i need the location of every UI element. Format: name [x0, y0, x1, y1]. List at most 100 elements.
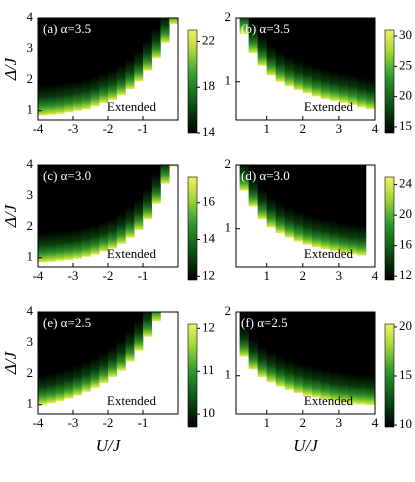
heatmap-column [284, 312, 295, 390]
x-tick-label: -1 [138, 268, 149, 283]
heatmap-cells [38, 18, 178, 116]
heatmap-column [169, 18, 178, 25]
heatmap-column [108, 165, 118, 249]
x-tick-label: 2 [300, 268, 307, 283]
colorbar [187, 29, 198, 134]
heatmap-column [143, 18, 153, 71]
heatmap-column [64, 312, 74, 399]
heatmap-column [108, 312, 118, 377]
colorbar-tick-label: 14 [202, 124, 216, 139]
heatmap-column [81, 312, 91, 392]
x-tick-label: -4 [33, 415, 44, 430]
heatmap-column [125, 165, 135, 238]
heatmap-cells [38, 165, 178, 263]
heatmap-column [116, 312, 126, 371]
colorbar-tick-label: 18 [202, 78, 215, 93]
heatmap-cells [239, 312, 375, 406]
y-tick-label: 2 [27, 218, 34, 233]
plot-frame [235, 311, 376, 415]
heatmap-column [239, 18, 249, 34]
annotation: Extended [107, 99, 157, 114]
y-tick-label: 3 [27, 40, 34, 55]
heatmap-column [169, 165, 178, 167]
x-axis-title: U/J [293, 436, 319, 455]
heatmap-column [356, 165, 367, 256]
heatmap-column [125, 18, 135, 90]
colorbar-tick-label: 12 [202, 319, 215, 334]
heatmap-column [257, 312, 267, 378]
heatmap-column [108, 18, 118, 100]
heatmap-column [38, 312, 48, 405]
annotation: Extended [107, 246, 157, 261]
heatmap-column [64, 18, 74, 113]
heatmap-column [46, 312, 56, 404]
heatmap-column [151, 312, 161, 322]
heatmap-column [46, 165, 56, 262]
heatmap-column [90, 312, 100, 388]
heatmap-column [151, 165, 161, 204]
x-tick-label: -2 [103, 268, 114, 283]
colorbar-tick-label: 15 [399, 118, 412, 133]
heatmap-column [266, 312, 277, 383]
heatmap-column [160, 165, 170, 184]
heatmap-column [99, 312, 109, 384]
y-axis-title: Δ/J [1, 350, 20, 375]
heatmap-column [329, 312, 340, 402]
x-tick-label: 1 [263, 415, 270, 430]
heatmap-column [257, 18, 267, 66]
y-axis-title: Δ/J [1, 203, 20, 228]
colorbar-tick-label: 22 [202, 32, 215, 47]
heatmap-column [55, 312, 65, 402]
x-tick-label: -4 [33, 268, 44, 283]
y-tick-label: 1 [27, 102, 34, 117]
y-tick-label: 3 [27, 334, 34, 349]
heatmap-column [320, 165, 331, 250]
y-tick-label: 1 [225, 220, 232, 235]
heatmap-column [257, 165, 267, 220]
heatmap-column [302, 312, 313, 396]
y-tick-label: 2 [225, 9, 232, 24]
x-tick-label: -4 [33, 121, 44, 136]
y-tick-label: 2 [27, 71, 34, 86]
colorbar-tick-label: 11 [202, 362, 215, 377]
x-tick-label: -1 [138, 415, 149, 430]
colorbar-tick-label: 16 [202, 194, 216, 209]
heatmap-column [293, 18, 304, 91]
x-tick-label: -3 [68, 268, 79, 283]
y-tick-label: 1 [225, 73, 232, 88]
heatmap-cells [239, 165, 367, 256]
annotation: Extended [304, 393, 354, 408]
x-tick-label: 3 [336, 415, 343, 430]
heatmap-column [81, 165, 91, 257]
heatmap-column [302, 18, 313, 94]
y-tick-label: 3 [27, 187, 34, 202]
heatmap-column [239, 312, 249, 357]
colorbar-tick-label: 16 [399, 237, 413, 252]
heatmap-column [55, 165, 65, 261]
heatmap-column [248, 312, 258, 370]
heatmap-column [311, 18, 322, 97]
x-tick-label: 3 [336, 268, 343, 283]
heatmap-column [239, 165, 249, 191]
heatmap-column [356, 18, 367, 108]
y-tick-label: 4 [27, 9, 34, 24]
heatmap-column [284, 165, 295, 238]
annotation: Extended [304, 246, 354, 261]
y-tick-label: 4 [27, 156, 34, 171]
heatmap-column [248, 18, 258, 54]
colorbar [384, 323, 395, 428]
plot-frame [235, 17, 376, 121]
heatmap-column [90, 165, 100, 255]
plot-frame [235, 164, 376, 268]
x-tick-label: 2 [300, 415, 307, 430]
x-tick-label: 2 [300, 121, 307, 136]
heatmap-column [338, 18, 349, 103]
y-tick-label: 1 [225, 367, 232, 382]
heatmap-column [275, 312, 286, 387]
annotation: Extended [304, 99, 354, 114]
heatmap-column [338, 165, 349, 253]
heatmap-column [81, 18, 91, 110]
colorbar-tick-label: 12 [202, 267, 215, 282]
heatmap-column [365, 18, 375, 110]
colorbar-tick-label: 20 [399, 206, 412, 221]
